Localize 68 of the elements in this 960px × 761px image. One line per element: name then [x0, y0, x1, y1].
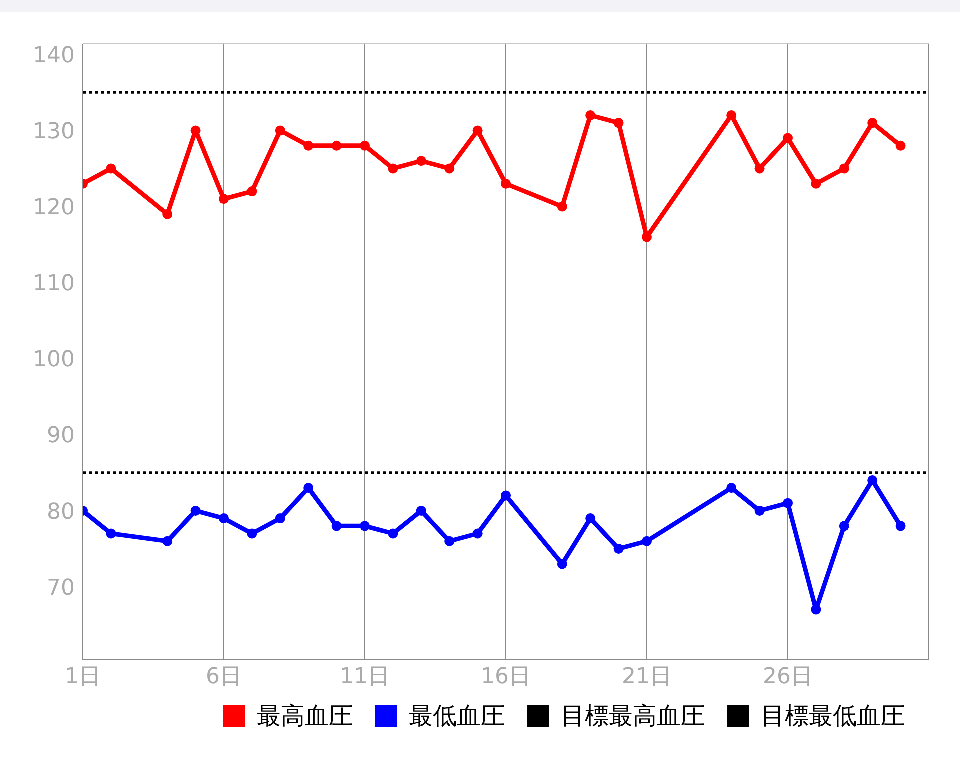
point	[868, 118, 878, 128]
legend-label: 最高血圧	[257, 701, 353, 732]
point	[783, 498, 793, 508]
point	[896, 140, 906, 151]
legend-label: 目標最高血圧	[561, 701, 705, 732]
point	[868, 476, 878, 486]
point	[557, 202, 568, 212]
x-tick-label: 16日	[481, 664, 531, 690]
point	[106, 528, 116, 539]
point	[416, 156, 426, 166]
y-tick-label: 80	[47, 500, 75, 525]
point	[896, 521, 906, 532]
point	[332, 140, 342, 151]
point	[219, 514, 229, 524]
point	[332, 521, 342, 532]
point	[190, 126, 201, 136]
point	[472, 126, 483, 136]
point	[360, 140, 370, 151]
y-tick-label: 90	[47, 424, 75, 449]
point	[106, 164, 116, 174]
point	[162, 536, 173, 546]
y-tick-label: 100	[33, 348, 75, 373]
legend-label: 目標最低血圧	[761, 701, 905, 732]
point	[614, 544, 624, 554]
point	[642, 232, 652, 242]
point	[304, 483, 314, 494]
point	[275, 514, 286, 524]
point	[754, 506, 765, 516]
point	[586, 110, 596, 120]
point	[247, 528, 258, 539]
x-tick-label: 11日	[340, 664, 390, 690]
point	[190, 506, 201, 516]
point	[388, 164, 398, 174]
point	[501, 490, 511, 501]
point	[811, 178, 822, 189]
point	[586, 514, 596, 524]
point	[388, 528, 398, 539]
y-tick-label: 120	[33, 196, 75, 221]
point	[642, 536, 652, 546]
y-tick-label: 140	[33, 43, 75, 68]
x-tick-label: 6日	[206, 664, 242, 690]
point	[557, 559, 568, 570]
point	[444, 164, 455, 174]
y-tick-label: 70	[47, 576, 75, 601]
y-tick-label: 110	[33, 272, 75, 297]
point	[614, 118, 624, 128]
point	[219, 194, 229, 204]
x-tick-label: 1日	[65, 664, 101, 690]
point	[839, 521, 850, 532]
point	[726, 483, 737, 494]
point	[360, 521, 370, 532]
point	[304, 140, 314, 151]
legend-label: 最低血圧	[409, 701, 505, 732]
x-tick-label: 26日	[763, 664, 813, 690]
point	[247, 186, 258, 197]
point	[416, 506, 426, 516]
point	[839, 164, 850, 174]
point	[754, 164, 765, 174]
point	[783, 133, 793, 144]
point	[275, 126, 286, 136]
point	[444, 536, 455, 546]
y-tick-label: 130	[33, 120, 75, 145]
point	[811, 604, 822, 615]
point	[472, 528, 483, 539]
point	[726, 110, 737, 120]
point	[501, 178, 511, 189]
point	[162, 209, 173, 220]
x-tick-label: 21日	[622, 664, 672, 690]
